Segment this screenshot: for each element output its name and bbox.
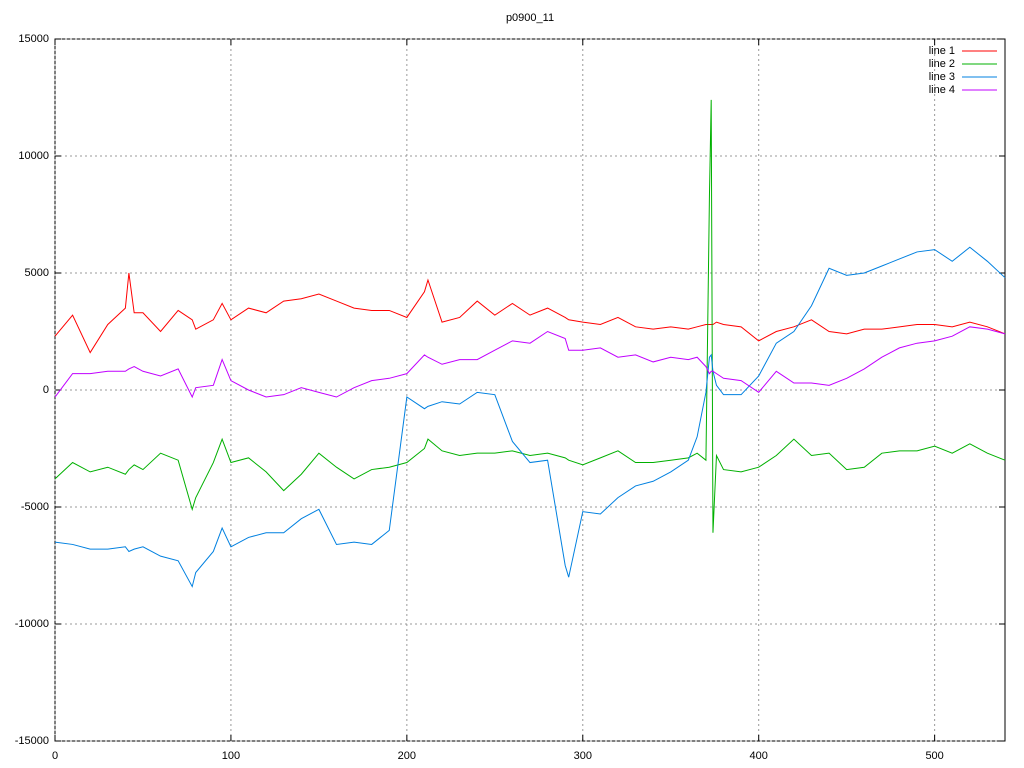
- legend-label: line 4: [929, 84, 955, 96]
- legend-label: line 1: [929, 45, 955, 57]
- x-tick-label: 300: [574, 750, 592, 762]
- legend-label: line 3: [929, 71, 955, 83]
- y-tick-label: 15000: [18, 33, 49, 45]
- data-line: [54, 272, 1006, 354]
- x-tick-label: 400: [750, 750, 768, 762]
- y-tick-label: 10000: [18, 150, 49, 162]
- x-tick-label: 500: [925, 750, 943, 762]
- y-tick-label: -15000: [15, 735, 49, 747]
- data-line: [54, 99, 1006, 533]
- data-line: [54, 246, 1006, 588]
- y-tick-label: -5000: [21, 501, 49, 513]
- x-tick-label: 200: [398, 750, 416, 762]
- chart-title: p0900_11: [506, 12, 554, 24]
- legend-label: line 2: [929, 58, 955, 70]
- y-tick-label: 0: [43, 384, 49, 396]
- x-tick-label: 0: [52, 750, 58, 762]
- y-tick-label: 5000: [25, 267, 49, 279]
- y-tick-label: -10000: [15, 618, 49, 630]
- data-line: [54, 326, 1006, 399]
- x-tick-label: 100: [222, 750, 240, 762]
